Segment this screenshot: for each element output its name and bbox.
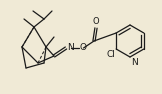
Text: N: N (131, 58, 138, 67)
Text: O: O (93, 17, 99, 27)
Text: N: N (68, 44, 74, 53)
Text: Cl: Cl (106, 50, 115, 59)
Text: O: O (80, 44, 87, 53)
